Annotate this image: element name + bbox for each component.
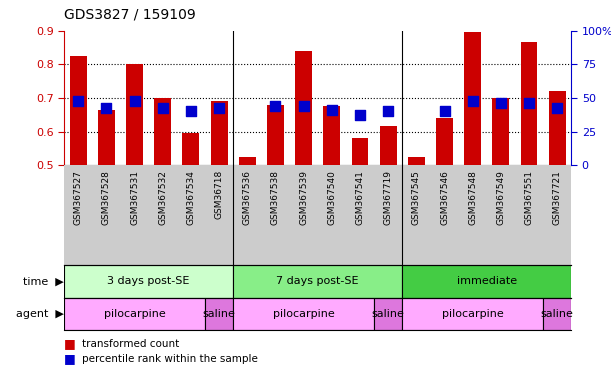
Point: [130, 98, 139, 104]
Bar: [233, 265, 402, 298]
Point: [101, 105, 111, 111]
Text: GSM367541: GSM367541: [356, 170, 365, 225]
Bar: [70, 56, 87, 165]
Text: GSM367549: GSM367549: [496, 170, 505, 225]
Bar: [549, 91, 566, 165]
Text: immediate: immediate: [456, 276, 517, 286]
Bar: [492, 98, 510, 165]
Text: GSM367532: GSM367532: [158, 170, 167, 225]
Text: GSM367545: GSM367545: [412, 170, 421, 225]
Text: GSM367546: GSM367546: [440, 170, 449, 225]
Text: pilocarpine: pilocarpine: [104, 309, 166, 319]
Text: GSM367719: GSM367719: [384, 170, 393, 225]
Text: percentile rank within the sample: percentile rank within the sample: [82, 354, 258, 364]
Text: GSM367548: GSM367548: [468, 170, 477, 225]
Text: pilocarpine: pilocarpine: [273, 309, 334, 319]
Text: transformed count: transformed count: [82, 339, 180, 349]
Point: [73, 98, 83, 104]
Text: GSM367551: GSM367551: [524, 170, 533, 225]
Text: saline: saline: [203, 309, 236, 319]
Point: [327, 107, 337, 113]
Bar: [543, 298, 571, 330]
Bar: [267, 104, 284, 165]
Bar: [402, 298, 543, 330]
Point: [440, 108, 450, 114]
Bar: [183, 133, 199, 165]
Point: [524, 100, 534, 106]
Bar: [155, 98, 171, 165]
Point: [355, 112, 365, 118]
Text: GDS3827 / 159109: GDS3827 / 159109: [64, 8, 196, 22]
Bar: [239, 157, 256, 165]
Bar: [323, 106, 340, 165]
Point: [186, 108, 196, 114]
Text: GSM367540: GSM367540: [327, 170, 336, 225]
Text: pilocarpine: pilocarpine: [442, 309, 503, 319]
Text: GSM367531: GSM367531: [130, 170, 139, 225]
Text: 7 days post-SE: 7 days post-SE: [276, 276, 359, 286]
Bar: [64, 265, 233, 298]
Point: [271, 103, 280, 109]
Text: time  ▶: time ▶: [23, 276, 64, 286]
Bar: [402, 265, 571, 298]
Point: [383, 108, 393, 114]
Point: [468, 98, 478, 104]
Text: GSM367528: GSM367528: [102, 170, 111, 225]
Bar: [436, 118, 453, 165]
Text: agent  ▶: agent ▶: [16, 309, 64, 319]
Text: GSM36718: GSM36718: [214, 170, 224, 219]
Bar: [521, 43, 538, 165]
Bar: [98, 110, 115, 165]
Point: [299, 103, 309, 109]
Text: 3 days post-SE: 3 days post-SE: [108, 276, 190, 286]
Text: GSM367536: GSM367536: [243, 170, 252, 225]
Text: GSM367539: GSM367539: [299, 170, 308, 225]
Bar: [379, 126, 397, 165]
Bar: [351, 138, 368, 165]
Text: saline: saline: [541, 309, 574, 319]
Text: GSM367527: GSM367527: [74, 170, 82, 225]
Bar: [464, 32, 481, 165]
Bar: [205, 298, 233, 330]
Text: GSM367538: GSM367538: [271, 170, 280, 225]
Text: GSM367721: GSM367721: [553, 170, 562, 225]
Point: [158, 105, 167, 111]
Text: saline: saline: [371, 309, 404, 319]
Text: ■: ■: [64, 337, 76, 350]
Text: GSM367534: GSM367534: [186, 170, 196, 225]
Bar: [64, 298, 205, 330]
Point: [552, 105, 562, 111]
Point: [214, 105, 224, 111]
Bar: [126, 64, 143, 165]
Text: ■: ■: [64, 353, 76, 366]
Bar: [295, 51, 312, 165]
Bar: [374, 298, 402, 330]
Bar: [233, 298, 374, 330]
Point: [496, 100, 506, 106]
Bar: [211, 101, 227, 165]
Bar: [408, 157, 425, 165]
